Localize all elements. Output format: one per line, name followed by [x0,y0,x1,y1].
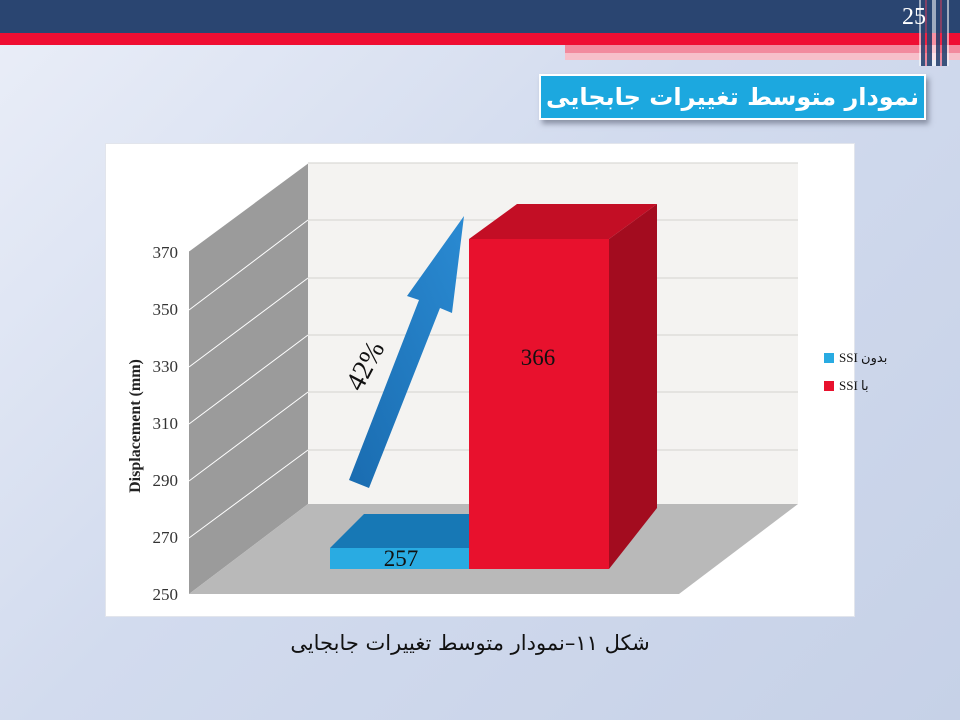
ytick-250: 250 [153,585,179,604]
ytick-370: 370 [153,243,179,262]
legend-swatch-blue [824,353,834,363]
corner-vertical-stripes [919,0,949,66]
legend-label-with-ssi: با SSI [839,378,869,393]
ytick-310: 310 [153,414,179,433]
bar-without-ssi [330,514,503,569]
legend-label-without-ssi: بدون SSI [839,350,888,365]
ytick-270: 270 [153,528,179,547]
chart-card: 370 350 330 310 290 270 250 Displacement… [105,143,887,617]
header-red-stripe [0,33,960,45]
chart-left-wall [189,163,308,594]
legend-item-with-ssi: با SSI [824,378,887,394]
header-light-pink-stripe [565,53,960,60]
y-axis-title: Displacement (mm) [127,359,144,493]
bar-chart-3d: 370 350 330 310 290 270 250 Displacement… [127,162,798,604]
slide-title-box: نمودار متوسط تغییرات جابجایی [539,74,926,120]
growth-arrow [349,216,464,488]
ytick-330: 330 [153,357,179,376]
legend-swatch-red [824,381,834,391]
slide-title: نمودار متوسط تغییرات جابجایی [546,83,919,111]
header-pink-stripe [565,45,960,53]
chart-legend: بدون SSI با SSI [824,350,887,394]
datalabel-366: 366 [521,345,556,370]
legend-item-without-ssi: بدون SSI [824,350,887,366]
figure-caption: شکل ۱۱–نمودار متوسط تغییرات جابجایی [290,631,650,655]
datalabel-257: 257 [384,546,419,571]
ytick-350: 350 [153,300,179,319]
left-wall-gridlines [188,162,309,539]
bar-with-ssi [469,204,657,569]
header-navy-bar [0,0,960,33]
page-number: 25 [902,4,926,30]
ytick-290: 290 [153,471,179,490]
